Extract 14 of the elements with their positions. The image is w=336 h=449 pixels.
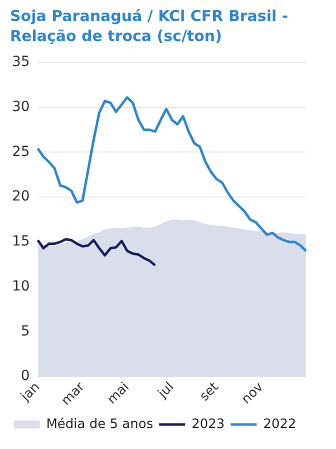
y-tick-label: 5	[20, 323, 30, 340]
x-tick-label: nov	[239, 380, 267, 408]
y-tick-label: 15	[12, 234, 30, 250]
legend-label: 2022	[263, 416, 296, 432]
y-tick-label: 35	[12, 54, 30, 70]
y-tick-label: 30	[12, 98, 30, 115]
y-tick-label: 20	[12, 188, 30, 205]
legend-label: Média de 5 anos	[46, 416, 154, 432]
chart-title: Soja Paranaguá / KCl CFR Brasil - Relação de troca (sc/ton)	[10, 6, 290, 46]
x-tick-label: set	[197, 380, 222, 404]
legend-label: 2023	[192, 416, 225, 432]
x-tick-label: jul	[154, 380, 178, 402]
y-tick-label: 25	[12, 144, 30, 160]
y-tick-label: 10	[12, 278, 30, 294]
